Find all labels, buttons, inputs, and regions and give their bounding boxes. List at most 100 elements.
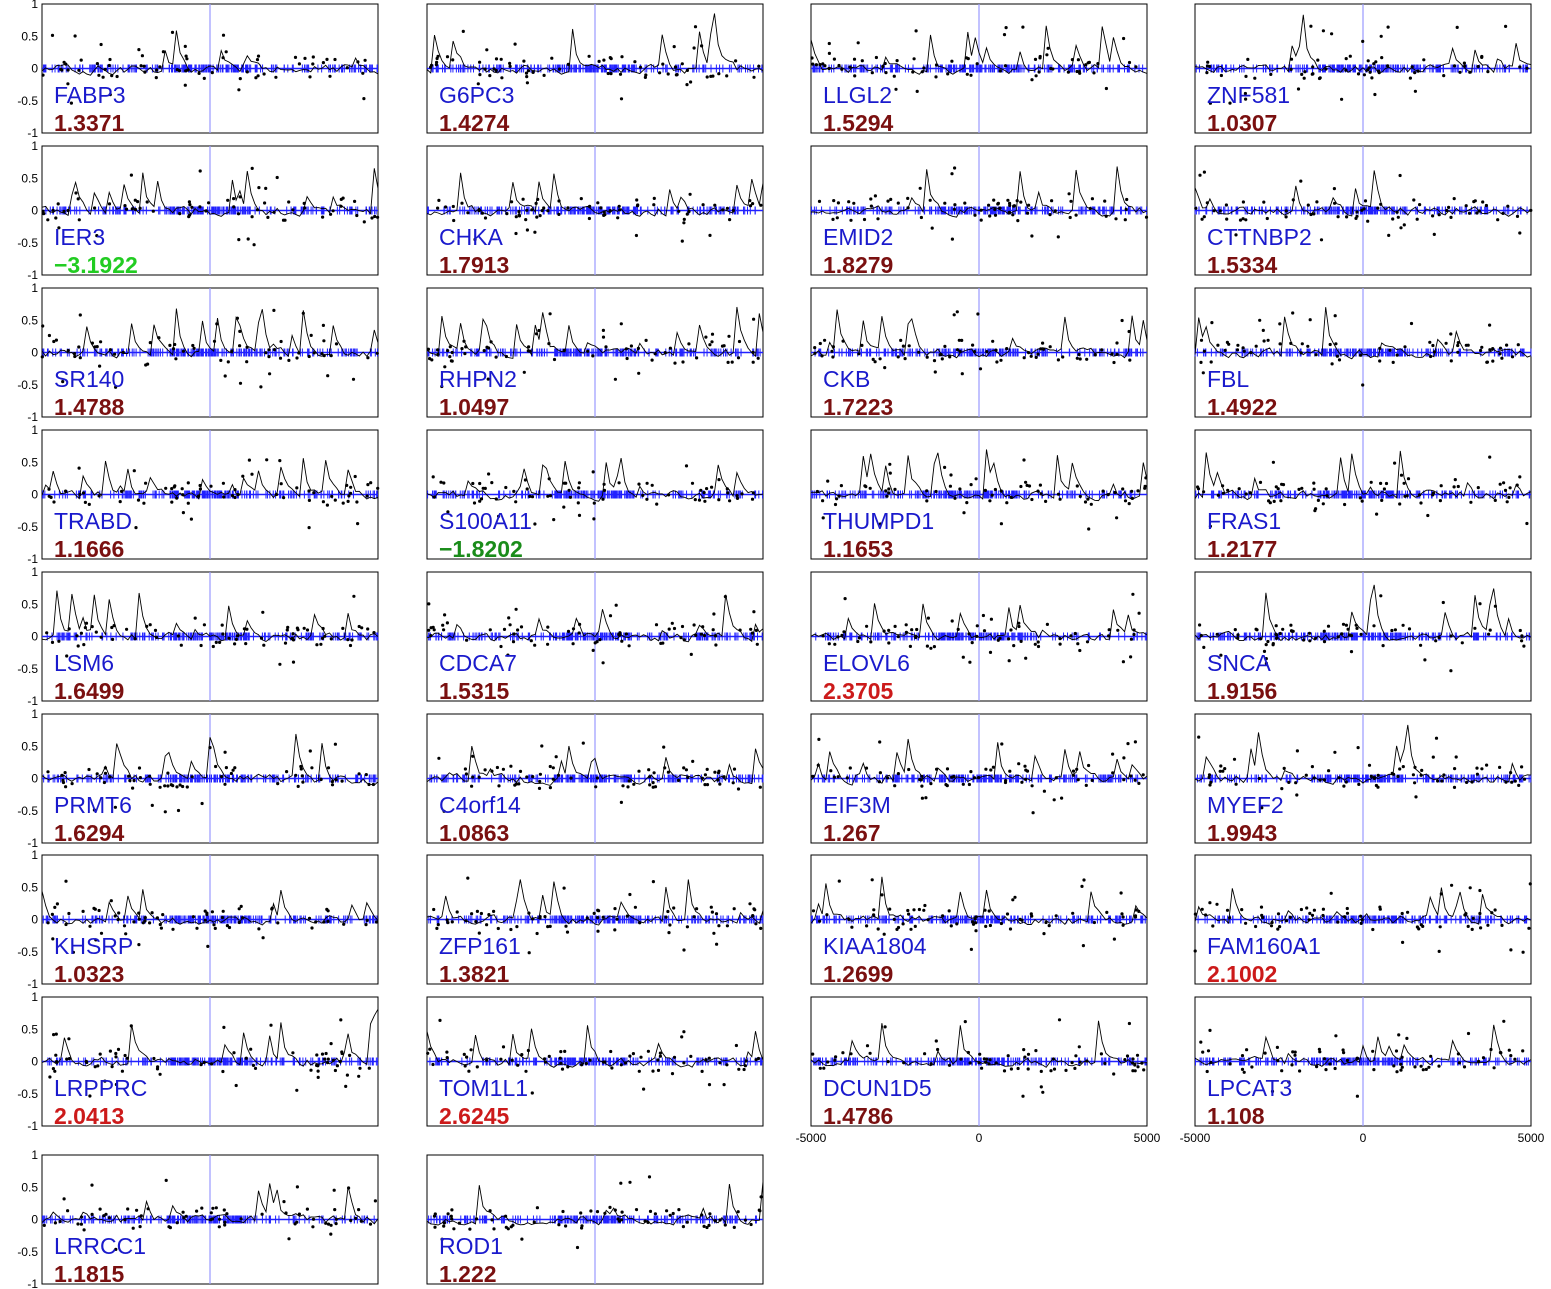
data-point (1243, 91, 1247, 96)
data-point (226, 360, 230, 364)
data-point (247, 458, 251, 462)
data-point (720, 344, 725, 348)
data-point (591, 470, 595, 474)
data-point (1456, 484, 1460, 489)
data-point (1498, 352, 1502, 356)
data-point (1221, 484, 1225, 488)
score-label: 1.8279 (823, 252, 893, 278)
data-point (250, 472, 254, 476)
data-point (943, 201, 947, 205)
data-point (888, 462, 892, 466)
data-point (1468, 70, 1472, 74)
data-point (76, 644, 80, 648)
data-point (78, 313, 82, 317)
data-point (349, 485, 353, 489)
data-point (1314, 353, 1318, 357)
data-point (1469, 500, 1473, 504)
data-point (1015, 199, 1019, 203)
data-point (682, 221, 686, 225)
y-tick-label: -0.5 (17, 378, 38, 392)
data-point (170, 500, 174, 504)
data-point (1228, 101, 1232, 105)
data-point (366, 483, 370, 487)
data-point (1003, 64, 1008, 68)
data-point (1328, 342, 1332, 347)
gene-label: LLGL2 (823, 82, 892, 108)
data-point (864, 485, 868, 489)
data-point (1458, 70, 1462, 74)
data-point (876, 217, 880, 221)
data-point (1291, 311, 1295, 315)
data-point (667, 493, 671, 497)
data-point (1030, 78, 1034, 82)
data-point (1034, 74, 1038, 78)
data-point (928, 198, 932, 202)
data-point (1442, 74, 1446, 78)
data-point (1316, 498, 1320, 502)
data-point (1034, 355, 1038, 359)
data-point (41, 209, 45, 213)
data-point (1324, 67, 1328, 71)
data-point (233, 488, 237, 492)
data-point (1358, 496, 1362, 500)
data-point (998, 69, 1002, 73)
data-point (514, 500, 518, 504)
data-point (1284, 209, 1288, 213)
y-tick-labels: 1 0.5 0 -0.5 -1 (17, 281, 38, 424)
data-point (1005, 347, 1009, 351)
data-point (349, 491, 353, 495)
data-point (645, 481, 649, 485)
data-point (562, 505, 566, 509)
data-point (1452, 197, 1456, 201)
data-point (592, 517, 596, 521)
y-tick-labels: 1 0.5 0 -0.5 -1 (17, 423, 38, 566)
data-point (297, 62, 301, 66)
data-point (525, 487, 529, 491)
data-point (1021, 25, 1025, 29)
data-point (1296, 87, 1301, 91)
data-point (751, 202, 755, 206)
data-point (1379, 481, 1383, 485)
data-point (514, 607, 518, 611)
data-point (1501, 211, 1505, 215)
data-point (466, 211, 470, 215)
data-points (436, 192, 763, 243)
data-point (52, 500, 56, 504)
data-point (833, 502, 838, 507)
data-point (1375, 512, 1379, 516)
data-point (602, 482, 606, 486)
data-point (279, 482, 283, 486)
data-point (321, 215, 325, 219)
data-point (699, 488, 703, 492)
data-point (290, 636, 294, 641)
data-point (366, 627, 370, 631)
data-point (507, 616, 511, 620)
data-point (987, 203, 991, 207)
data-point (1238, 218, 1243, 222)
data-point (969, 73, 973, 77)
data-point (77, 68, 81, 72)
data-point (1491, 347, 1495, 351)
data-point (999, 522, 1004, 526)
data-point (899, 338, 903, 342)
data-point (896, 201, 900, 205)
data-point (66, 208, 70, 213)
data-point (199, 643, 203, 648)
data-point (1395, 210, 1399, 214)
data-point (710, 485, 714, 489)
data-point (235, 634, 240, 638)
data-point (1066, 70, 1070, 74)
data-point (599, 206, 603, 210)
data-point (326, 374, 330, 378)
data-point (64, 489, 68, 493)
data-point (73, 34, 77, 38)
data-point (245, 345, 249, 349)
data-point (436, 352, 440, 356)
data-point (348, 643, 353, 648)
